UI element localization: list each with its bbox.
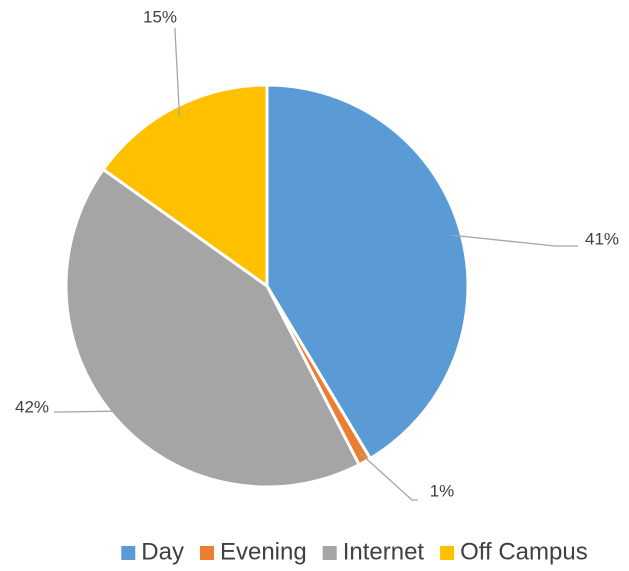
- data-label: 1%: [430, 481, 455, 500]
- legend-label: Internet: [343, 538, 425, 565]
- legend: Day Evening Internet Off Campus: [121, 538, 588, 565]
- data-label: 15%: [143, 7, 177, 26]
- legend-label: Evening: [220, 538, 307, 565]
- legend-swatch: [199, 546, 214, 560]
- legend-swatch: [121, 546, 136, 560]
- legend-label: Day: [141, 538, 184, 565]
- leader-line: [54, 410, 123, 413]
- legend-label: Off Campus: [460, 538, 588, 565]
- pie-slice: [64, 167, 361, 489]
- legend-swatch: [440, 546, 455, 560]
- pie-slice: [265, 83, 470, 460]
- leader-line: [450, 234, 578, 247]
- pie-slice: [101, 83, 269, 288]
- leader-line: [174, 28, 181, 117]
- data-label: 41%: [585, 229, 619, 248]
- legend-swatch: [322, 546, 337, 560]
- leader-line: [359, 452, 418, 501]
- data-label: 42%: [15, 397, 49, 416]
